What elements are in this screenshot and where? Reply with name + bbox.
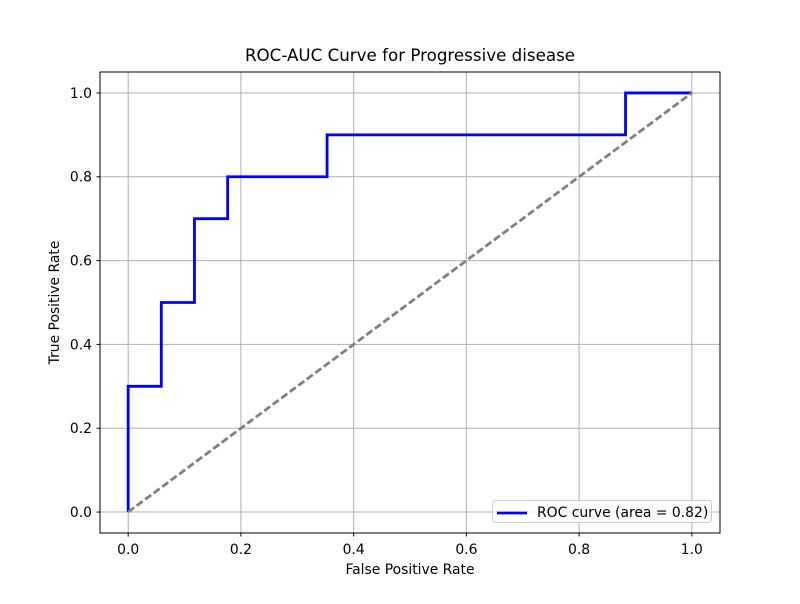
x-axis-label: False Positive Rate — [345, 562, 474, 578]
y-tick-label: 0.8 — [70, 170, 92, 186]
x-tick-label: 0.0 — [117, 542, 139, 558]
x-tick-label: 0.8 — [568, 542, 590, 558]
y-tick-label: 0.0 — [70, 505, 92, 521]
y-tick-label: 1.0 — [70, 86, 92, 102]
x-tick-label: 0.6 — [455, 542, 477, 558]
chart-title: ROC-AUC Curve for Progressive disease — [245, 45, 575, 65]
data-series — [126, 91, 693, 514]
legend: ROC curve (area = 0.82) — [492, 500, 712, 523]
chance-diagonal-line — [127, 91, 693, 514]
legend-box — [492, 500, 712, 523]
x-tick-label: 0.2 — [230, 542, 252, 558]
y-tick-label: 0.6 — [70, 253, 92, 269]
axis-ticks: 0.0 0.2 0.4 0.6 0.8 1.0 0.0 0.2 0.4 0.6 0.8 1.0 — [70, 86, 703, 558]
y-axis-label: True Positive Rate — [47, 241, 63, 366]
y-tick-label: 0.2 — [70, 421, 92, 437]
y-tick-label: 0.4 — [70, 337, 92, 353]
roc-curve-line — [126, 91, 692, 513]
plot-border — [99, 71, 721, 534]
legend-label: ROC curve (area = 0.82) — [537, 505, 708, 521]
x-tick-label: 0.4 — [343, 542, 365, 558]
grid-lines — [100, 72, 720, 533]
x-tick-label: 1.0 — [681, 542, 703, 558]
